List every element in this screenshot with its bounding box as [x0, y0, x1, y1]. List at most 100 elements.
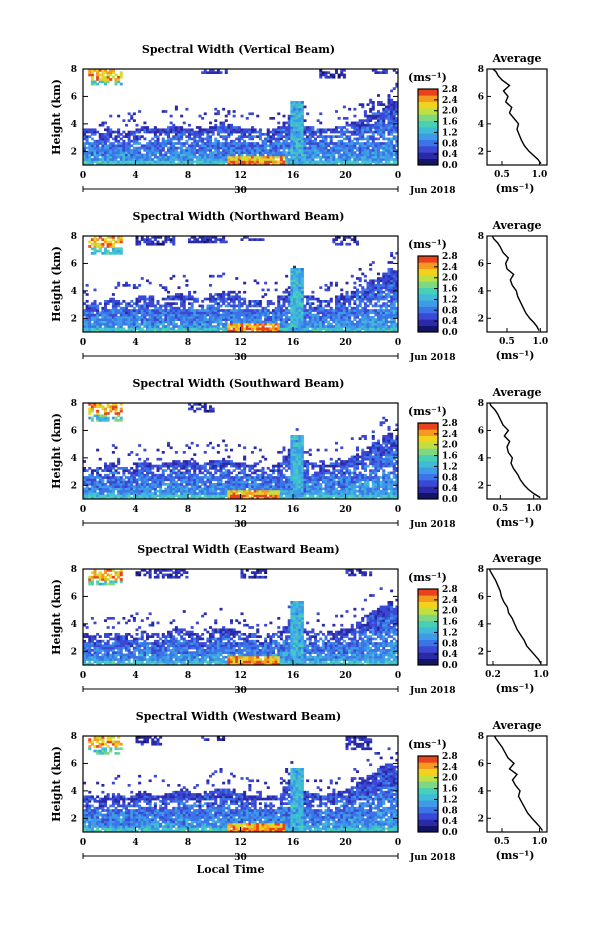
y-tick-label: 4: [71, 120, 77, 130]
heat-cell: [161, 469, 165, 472]
heat-cell: [156, 311, 160, 315]
heat-cell: [390, 142, 394, 145]
heat-cell: [227, 151, 231, 154]
heat-cell: [185, 139, 189, 143]
heat-cell: [161, 155, 165, 159]
heat-cell: [261, 311, 265, 315]
heat-cell: [274, 316, 278, 319]
heat-cell: [180, 464, 184, 468]
heat-cell: [161, 325, 165, 328]
heat-cell: [384, 114, 388, 118]
heat-cell: [214, 151, 218, 154]
heat-cell: [111, 322, 115, 326]
heat-cell: [243, 158, 247, 161]
heat-cell: [111, 403, 115, 406]
heat-cell: [356, 322, 360, 326]
heat-cell: [180, 489, 184, 493]
heat-cell: [369, 309, 373, 312]
heat-cell: [395, 274, 399, 278]
heat-cell: [377, 295, 381, 299]
heat-cell: [369, 119, 373, 122]
heat-cell: [382, 137, 386, 141]
heat-cell: [390, 146, 394, 150]
heat-cell: [143, 322, 147, 326]
heat-cell: [104, 137, 108, 141]
heat-cell: [277, 297, 281, 301]
heat-cell: [353, 286, 357, 289]
heat-cell: [384, 142, 388, 145]
heat-cell: [174, 137, 178, 141]
heat-cell: [88, 492, 92, 495]
heat-cell: [311, 130, 315, 134]
colorbar-tick-label: 0.4: [442, 317, 458, 327]
heat-cell: [222, 153, 226, 157]
colorbar-swatch: [418, 325, 438, 333]
heat-cell: [308, 306, 312, 310]
heat-cell: [350, 130, 354, 134]
heat-cell: [201, 142, 205, 145]
heat-cell: [185, 316, 189, 319]
heat-cell: [356, 128, 360, 132]
heat-cell: [340, 73, 344, 77]
heat-cell: [130, 487, 134, 491]
heat-cell: [206, 480, 210, 484]
heat-cell: [371, 155, 375, 159]
heat-cell: [329, 313, 333, 317]
heat-cell: [306, 309, 310, 312]
heat-cell: [387, 146, 391, 150]
heat-cell: [96, 487, 100, 491]
heat-cell: [272, 316, 276, 319]
heat-cell: [235, 158, 239, 161]
heat-cell: [293, 128, 297, 132]
heat-cell: [392, 297, 396, 301]
heat-cell: [277, 139, 281, 143]
heat-cell: [279, 311, 283, 315]
heat-cell: [324, 162, 328, 166]
heat-cell: [395, 126, 399, 129]
heat-cell: [340, 139, 344, 143]
heat-cell: [282, 329, 286, 333]
heat-cell: [93, 403, 97, 406]
heat-cell: [101, 405, 105, 408]
heat-cell: [356, 329, 360, 333]
heat-cell: [130, 149, 134, 152]
heat-cell: [98, 325, 102, 328]
heat-cell: [369, 101, 373, 104]
heat-cell: [384, 105, 388, 109]
heat-cell: [287, 300, 291, 303]
heat-cell: [164, 236, 168, 239]
heat-cell: [387, 107, 391, 111]
heat-cell: [195, 487, 199, 491]
heat-cell: [190, 128, 194, 132]
heat-cell: [235, 295, 239, 299]
heat-cell: [308, 126, 312, 129]
heat-cell: [177, 151, 181, 154]
heat-cell: [253, 144, 257, 148]
heat-cell: [119, 238, 123, 241]
heat-cell: [93, 158, 97, 161]
heat-cell: [222, 128, 226, 132]
heat-cell: [125, 485, 129, 488]
heat-cell: [377, 114, 381, 118]
heat-cell: [237, 304, 241, 308]
heat-cell: [93, 128, 97, 132]
heat-cell: [146, 311, 150, 315]
heat-cell: [345, 153, 349, 157]
heat-cell: [353, 293, 357, 296]
heat-cell: [203, 451, 207, 454]
heat-cell: [90, 146, 94, 150]
heat-cell: [269, 137, 273, 141]
heat-cell: [227, 144, 231, 148]
heat-cell: [251, 162, 255, 166]
heat-cell: [159, 130, 163, 134]
heat-cell: [135, 327, 139, 331]
heat-cell: [387, 142, 391, 145]
heat-cell: [237, 155, 241, 159]
heat-cell: [222, 309, 226, 312]
heat-cell: [382, 320, 386, 324]
heat-cell: [211, 274, 215, 278]
heat-cell: [374, 284, 378, 287]
heat-cell: [180, 300, 184, 303]
heat-cell: [261, 142, 265, 145]
heat-cell: [172, 320, 176, 324]
